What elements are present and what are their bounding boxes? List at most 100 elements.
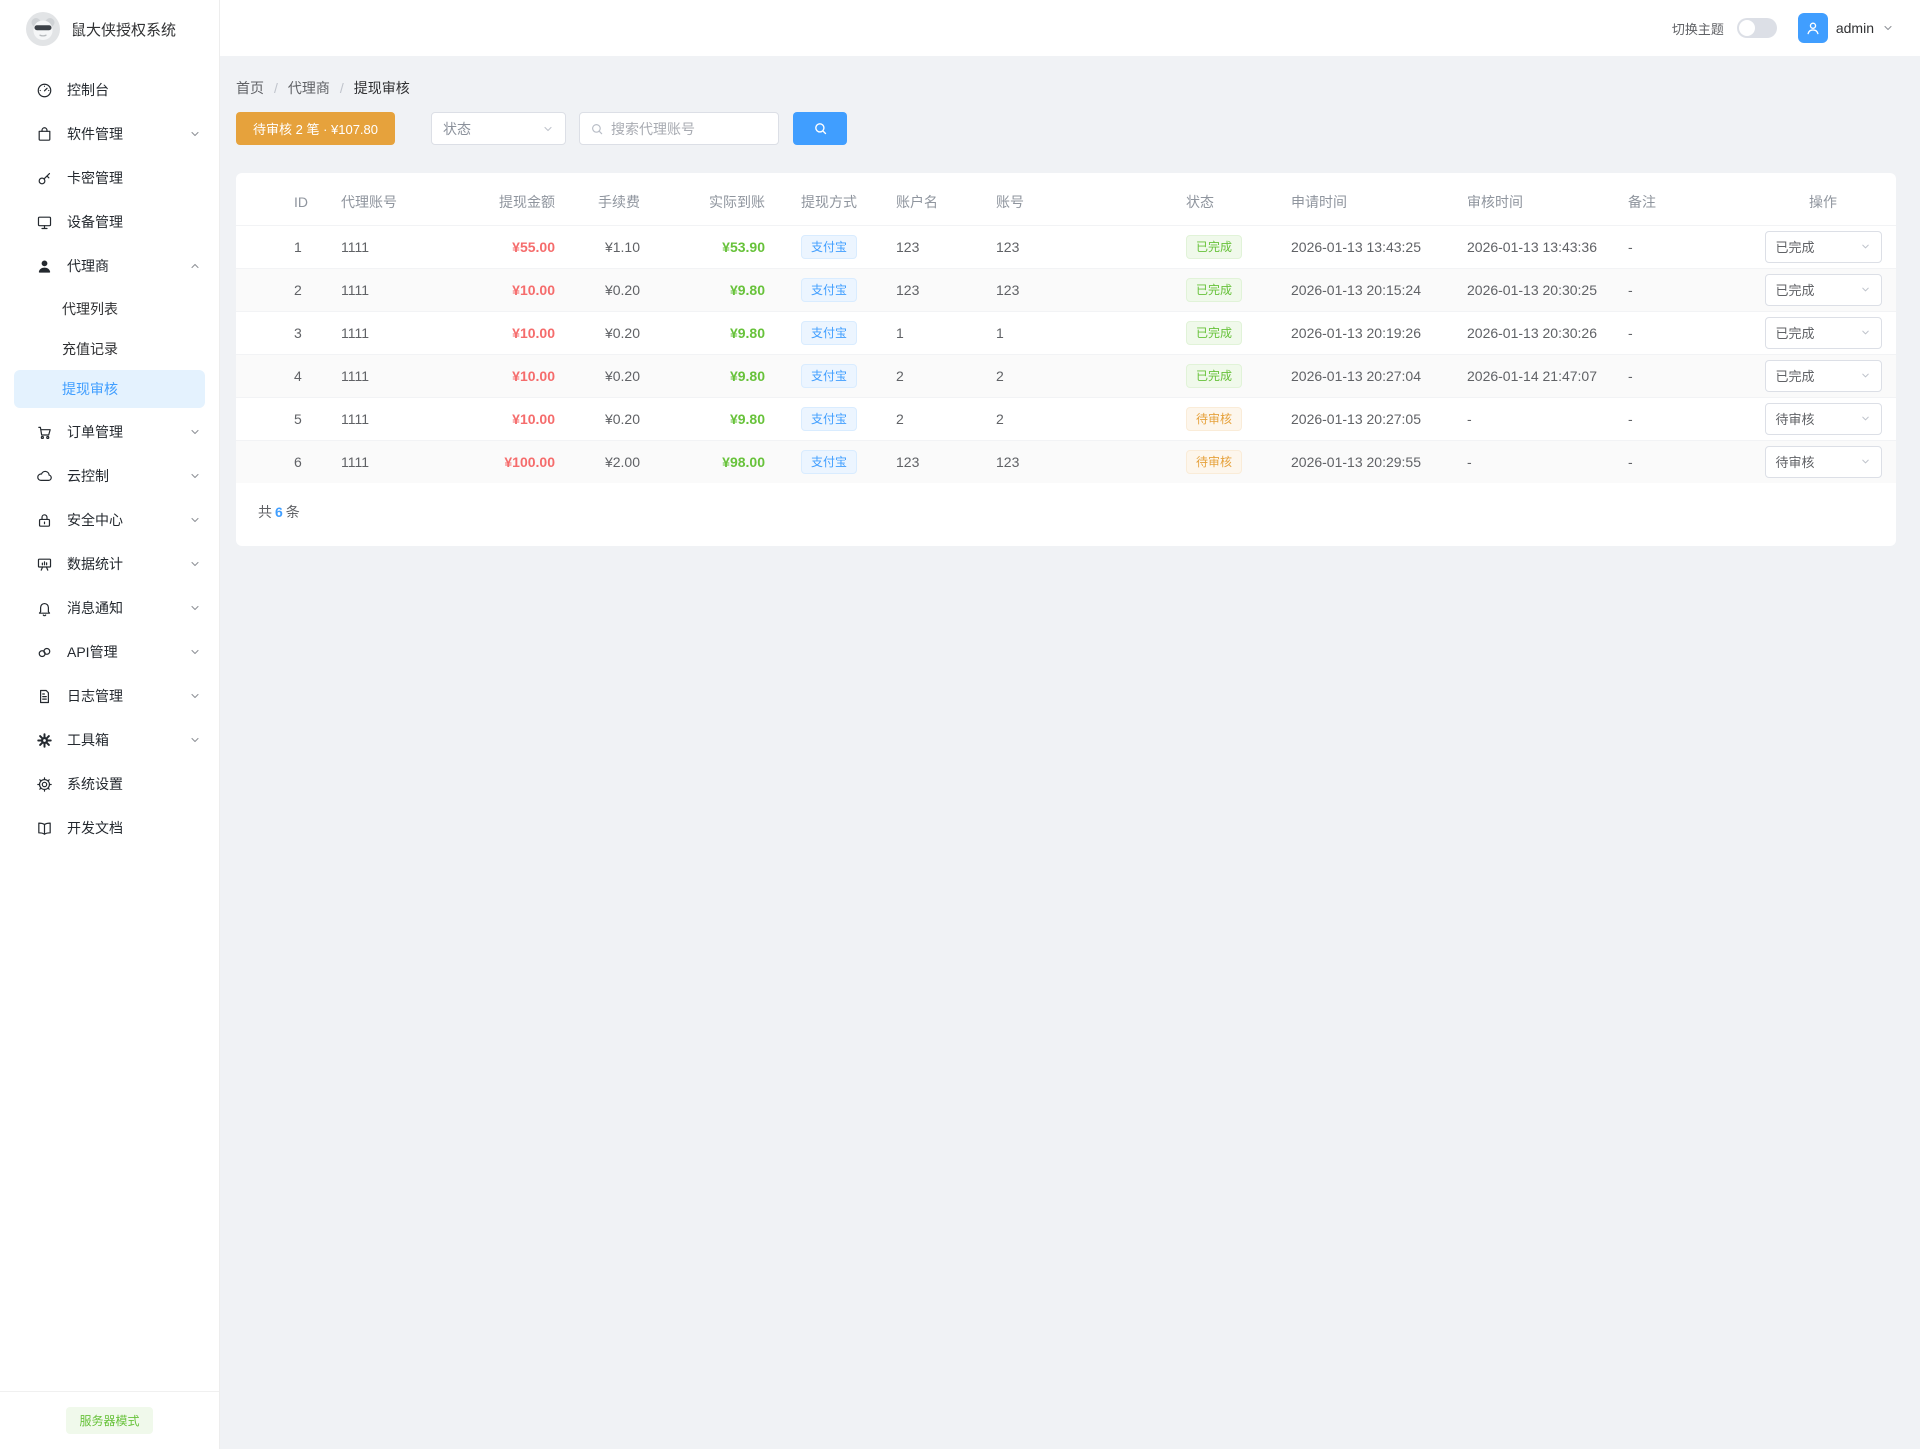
cell-action: 已完成 <box>1750 267 1896 311</box>
method-tag: 支付宝 <box>801 363 858 388</box>
cell-agent-account: 1111 <box>331 224 476 268</box>
sidebar-subitem-label: 代理列表 <box>62 301 118 317</box>
cell-review-time: 2026-01-14 21:47:07 <box>1457 353 1618 397</box>
cell-fee: ¥2.00 <box>581 439 666 483</box>
cell-action: 已完成 <box>1750 353 1896 397</box>
cell-withdraw-amount: ¥10.00 <box>476 353 581 397</box>
status-badge: 待审核 <box>1186 449 1243 474</box>
book-icon <box>36 820 53 837</box>
column-header: 状态 <box>1186 193 1214 210</box>
sidebar-item-card-key[interactable]: 卡密管理 <box>0 156 219 200</box>
sidebar-item-toolbox[interactable]: 工具箱 <box>0 718 219 762</box>
cell-actual-amount: ¥98.00 <box>666 439 791 483</box>
cell-actual-amount: ¥9.80 <box>666 310 791 354</box>
sidebar-subitem-label: 充值记录 <box>62 341 118 357</box>
chevron-down-icon <box>189 602 201 614</box>
cell-withdraw-amount: ¥55.00 <box>476 224 581 268</box>
theme-toggle[interactable] <box>1736 18 1777 38</box>
chevron-down-icon <box>1860 370 1871 381</box>
sidebar-item-cloud[interactable]: 云控制 <box>0 454 219 498</box>
cell-account-no: 123 <box>986 267 1176 311</box>
cell-account-name: 1 <box>886 310 986 354</box>
cell-withdraw-method: 支付宝 <box>791 224 886 268</box>
column-header: 审核时间 <box>1467 193 1523 210</box>
topbar: 切换主题 admin <box>220 0 1920 56</box>
cell-agent-account: 1111 <box>331 310 476 354</box>
action-select-value: 已完成 <box>1775 326 1815 341</box>
action-select[interactable]: 待审核 <box>1764 402 1882 435</box>
status-filter-select[interactable]: 状态 <box>431 112 566 145</box>
sidebar-item-dev-docs[interactable]: 开发文档 <box>0 806 219 850</box>
column-header: 申请时间 <box>1291 193 1347 210</box>
cell-fee: ¥0.20 <box>581 267 666 311</box>
sidebar-item-agent[interactable]: 代理商 <box>0 244 219 288</box>
breadcrumb-separator: / <box>274 80 278 96</box>
sidebar-item-label: 软件管理 <box>67 126 123 142</box>
sidebar-item-settings[interactable]: 系统设置 <box>0 762 219 806</box>
total-prefix: 共 <box>258 504 272 520</box>
breadcrumb-item-home[interactable]: 首页 <box>236 80 264 96</box>
column-header: 手续费 <box>598 193 640 210</box>
cell-status: 待审核 <box>1176 396 1281 440</box>
chevron-down-icon <box>1882 22 1894 34</box>
sidebar-item-software[interactable]: 软件管理 <box>0 112 219 156</box>
sidebar-menu: 控制台软件管理卡密管理 设备管理 代理商代理列表充值记录提现审核订单管理云控制 安全中… <box>0 58 219 1391</box>
sidebar-item-label: API管理 <box>67 644 118 660</box>
cloud-icon <box>36 468 53 485</box>
table-row: 6 1111 ¥100.00 ¥2.00 ¥98.00 支付宝 123 123 待审核 2026-… <box>236 439 1896 483</box>
sidebar-item-label: 订单管理 <box>67 424 123 440</box>
action-select[interactable]: 待审核 <box>1764 445 1882 478</box>
sidebar-item-api[interactable]: API管理 <box>0 630 219 674</box>
pending-summary-button[interactable]: 待审核 2 笔 · ¥107.80 <box>236 112 395 145</box>
column-header: 提现方式 <box>801 193 857 210</box>
cell-agent-account: 1111 <box>331 439 476 483</box>
search-button[interactable] <box>793 112 847 145</box>
table-header-row: ID 代理账号 提现金额 手续费 实际到账 提现方式 账户名 账号 状态 申请时间 审核时间 备注 操作 <box>236 179 1896 225</box>
sidebar-item-label: 工具箱 <box>67 732 109 748</box>
breadcrumb: 首页 / 代理商 / 提现审核 <box>236 78 1920 98</box>
key-icon <box>36 170 53 187</box>
sidebar-item-dashboard[interactable]: 控制台 <box>0 68 219 112</box>
status-badge: 已完成 <box>1186 363 1243 388</box>
sidebar-item-stats[interactable]: 数据统计 <box>0 542 219 586</box>
cell-apply-time: 2026-01-13 20:19:26 <box>1281 310 1457 354</box>
sidebar-item-device[interactable]: 设备管理 <box>0 200 219 244</box>
cell-actual-amount: ¥53.90 <box>666 224 791 268</box>
action-select[interactable]: 已完成 <box>1764 230 1882 263</box>
theme-toggle-label: 切换主题 <box>1671 21 1724 37</box>
lock-icon <box>36 512 53 529</box>
action-select[interactable]: 已完成 <box>1764 359 1882 392</box>
cell-account-no: 1 <box>986 310 1176 354</box>
sidebar-item-log[interactable]: 日志管理 <box>0 674 219 718</box>
sidebar-item-label: 数据统计 <box>67 556 123 572</box>
cell-action: 待审核 <box>1750 439 1896 483</box>
column-header: 提现金额 <box>499 193 555 210</box>
table-row: 2 1111 ¥10.00 ¥0.20 ¥9.80 支付宝 123 123 已完成 2026-01… <box>236 267 1896 311</box>
sidebar-item-order[interactable]: 订单管理 <box>0 410 219 454</box>
column-header: 账号 <box>996 193 1024 210</box>
chevron-down-icon <box>189 690 201 702</box>
cell-id: 5 <box>236 396 331 440</box>
user-menu[interactable]: admin <box>1797 13 1894 43</box>
search-input[interactable] <box>611 120 768 137</box>
sidebar-item-security[interactable]: 安全中心 <box>0 498 219 542</box>
sidebar-item-label: 系统设置 <box>67 776 123 792</box>
chevron-down-icon <box>1860 413 1871 424</box>
cell-action: 已完成 <box>1750 224 1896 268</box>
action-select[interactable]: 已完成 <box>1764 273 1882 306</box>
cell-apply-time: 2026-01-13 20:15:24 <box>1281 267 1457 311</box>
cell-id: 3 <box>236 310 331 354</box>
sidebar-subitem-recharge-record[interactable]: 充值记录 <box>14 330 205 368</box>
bell-icon <box>36 600 53 617</box>
action-select[interactable]: 已完成 <box>1764 316 1882 349</box>
breadcrumb-item-agent[interactable]: 代理商 <box>287 80 330 96</box>
sidebar-item-notify[interactable]: 消息通知 <box>0 586 219 630</box>
cell-withdraw-method: 支付宝 <box>791 267 886 311</box>
sidebar-subitem-agent-list[interactable]: 代理列表 <box>14 290 205 328</box>
action-select-value: 已完成 <box>1775 369 1815 384</box>
cell-withdraw-method: 支付宝 <box>791 396 886 440</box>
cell-id: 1 <box>236 224 331 268</box>
cell-actual-amount: ¥9.80 <box>666 267 791 311</box>
sidebar-subitem-withdraw-review[interactable]: 提现审核 <box>14 370 205 408</box>
